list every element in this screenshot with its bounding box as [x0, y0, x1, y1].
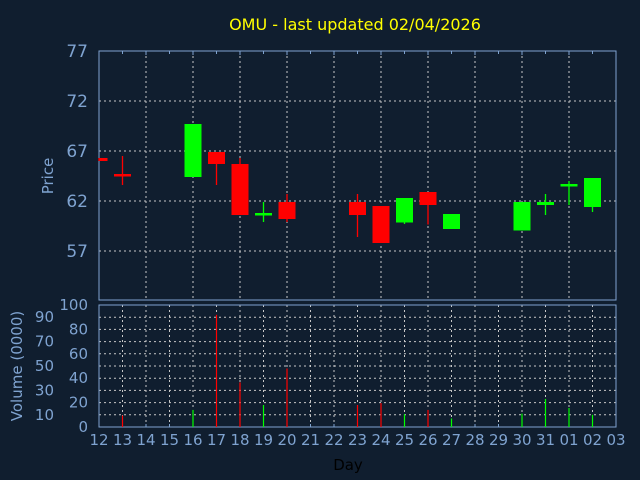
x-tick-label: 30 — [512, 431, 531, 449]
price-tick-label: 62 — [66, 192, 88, 212]
x-tick-label: 14 — [136, 431, 155, 449]
volume-axis-label: Volume (0000) — [8, 311, 26, 421]
x-tick-label: 20 — [277, 431, 296, 449]
candle-body — [513, 202, 531, 231]
price-tick-label: 77 — [66, 42, 88, 62]
volume-tick-label: 30 — [35, 381, 54, 399]
candle-body — [231, 164, 249, 215]
candle-body — [443, 214, 460, 229]
price-tick-label: 57 — [66, 242, 88, 262]
x-axis-label: Day — [333, 456, 363, 474]
candle-body — [560, 184, 578, 187]
candle-body — [419, 192, 437, 205]
x-tick-label: 13 — [113, 431, 132, 449]
candle-body — [208, 152, 225, 164]
candle-body — [184, 124, 202, 177]
x-tick-label: 25 — [395, 431, 414, 449]
x-tick-label: 19 — [254, 431, 273, 449]
x-tick-label: 28 — [465, 431, 484, 449]
candle-body — [255, 213, 272, 216]
volume-tick-label: 80 — [69, 320, 88, 338]
x-tick-label: 22 — [324, 431, 343, 449]
price-tick-label: 72 — [66, 92, 88, 112]
x-tick-label: 21 — [301, 431, 320, 449]
volume-tick-label: 10 — [35, 406, 54, 424]
x-tick-label: 12 — [89, 431, 108, 449]
x-tick-label: 26 — [418, 431, 437, 449]
candle-body — [396, 198, 413, 223]
candle-body — [537, 202, 554, 205]
volume-tick-label: 70 — [35, 333, 54, 351]
volume-tick-label: 100 — [59, 296, 88, 314]
x-tick-label: 23 — [348, 431, 367, 449]
volume-tick-label: 50 — [35, 357, 54, 375]
x-tick-label: 01 — [559, 431, 578, 449]
x-tick-label: 27 — [442, 431, 461, 449]
chart-title: OMU - last updated 02/04/2026 — [229, 15, 481, 34]
candle-body — [584, 178, 601, 207]
x-tick-label: 02 — [583, 431, 602, 449]
x-tick-label: 18 — [230, 431, 249, 449]
volume-tick-label: 90 — [35, 308, 54, 326]
candle-body — [278, 202, 296, 219]
price-plot-frame — [98, 50, 617, 301]
candle-body — [372, 206, 390, 243]
x-tick-label: 29 — [489, 431, 508, 449]
volume-tick-label: 20 — [69, 394, 88, 412]
candle-body — [114, 174, 131, 177]
x-tick-label: 15 — [160, 431, 179, 449]
price-tick-label: 67 — [66, 142, 88, 162]
volume-tick-label: 60 — [69, 345, 88, 363]
x-tick-label: 03 — [606, 431, 625, 449]
volume-tick-label: 0 — [78, 418, 88, 436]
candle-body — [99, 158, 108, 161]
price-axis-label: Price — [39, 158, 57, 195]
volume-tick-label: 40 — [69, 369, 88, 387]
x-tick-label: 16 — [183, 431, 202, 449]
x-tick-label: 17 — [207, 431, 226, 449]
x-tick-label: 31 — [536, 431, 555, 449]
candle-body — [349, 202, 366, 215]
x-tick-label: 24 — [371, 431, 390, 449]
